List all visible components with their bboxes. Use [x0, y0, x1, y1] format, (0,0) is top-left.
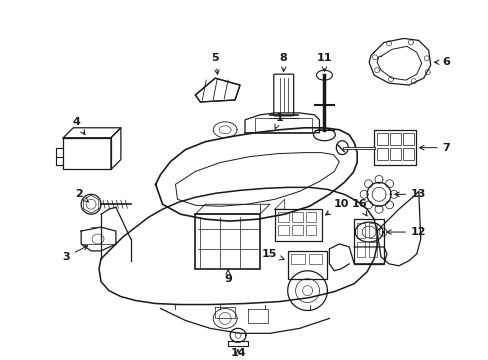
Text: 11: 11 — [316, 53, 331, 71]
Text: 9: 9 — [224, 270, 232, 284]
Text: 15: 15 — [262, 249, 284, 260]
Text: 14: 14 — [230, 348, 245, 358]
Text: 12: 12 — [386, 227, 426, 237]
Bar — [305, 225, 316, 235]
Bar — [356, 223, 365, 238]
Text: 3: 3 — [62, 246, 87, 262]
Text: 6: 6 — [434, 57, 449, 67]
Bar — [389, 148, 400, 159]
Bar — [287, 251, 327, 279]
Bar — [368, 242, 376, 257]
Text: 2: 2 — [75, 189, 88, 202]
Text: 16: 16 — [351, 199, 366, 216]
Bar — [291, 212, 302, 222]
Bar — [277, 212, 288, 222]
Bar — [368, 223, 376, 238]
Bar — [290, 254, 304, 264]
Text: 13: 13 — [394, 189, 426, 199]
Polygon shape — [195, 78, 240, 102]
Text: 7: 7 — [419, 143, 449, 153]
Bar — [305, 212, 316, 222]
Bar — [277, 225, 288, 235]
Bar — [356, 242, 365, 257]
Bar — [402, 148, 413, 159]
Text: 1: 1 — [274, 113, 283, 129]
Bar — [376, 148, 387, 159]
Bar — [389, 133, 400, 145]
Bar — [274, 209, 322, 241]
Text: 10: 10 — [325, 199, 348, 215]
Bar — [195, 214, 259, 269]
Bar — [308, 254, 322, 264]
Text: 4: 4 — [72, 117, 85, 135]
Text: 5: 5 — [211, 53, 219, 74]
Bar — [353, 219, 383, 264]
Bar — [402, 133, 413, 145]
Bar — [373, 130, 415, 165]
Text: 8: 8 — [279, 53, 287, 71]
Bar — [376, 133, 387, 145]
Bar — [291, 225, 302, 235]
